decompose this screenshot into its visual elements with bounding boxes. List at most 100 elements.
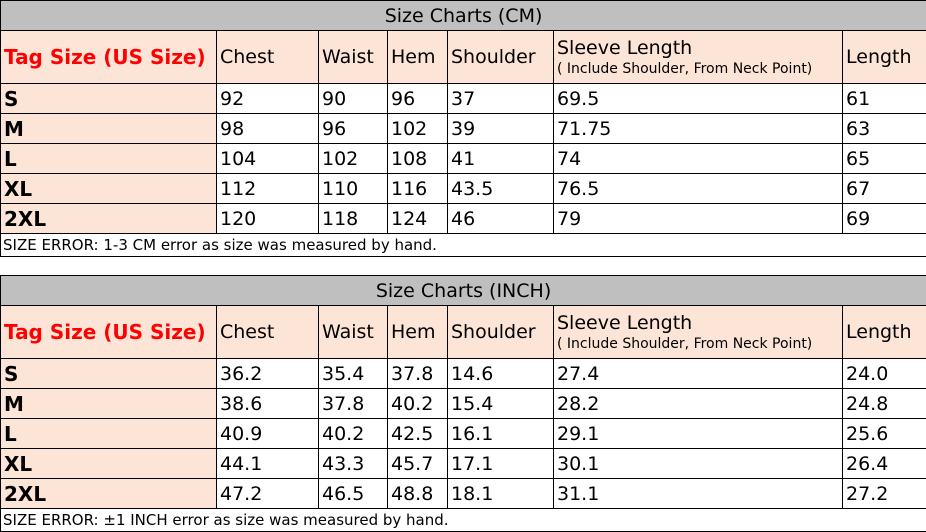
value-cell: 48.8 xyxy=(387,478,448,509)
value-cell: 104 xyxy=(216,143,319,174)
value-cell: 67 xyxy=(841,173,926,204)
size-error-note: SIZE ERROR: ±1 INCH error as size was me… xyxy=(0,508,926,532)
header-sleeve: Sleeve Length ( Include Shoulder, From Ne… xyxy=(553,30,843,84)
header-waist: Waist xyxy=(318,305,388,359)
value-cell: 92 xyxy=(216,83,319,114)
header-row: Tag Size (US Size) Chest Waist Hem Shoulder S… xyxy=(0,30,926,84)
value-cell: 90 xyxy=(318,83,388,114)
value-cell: 98 xyxy=(216,113,319,144)
header-length: Length xyxy=(841,305,926,359)
table-row: XL 44.1 43.3 45.7 17.1 30.1 26.4 xyxy=(0,448,926,479)
value-cell: 40.2 xyxy=(387,388,448,419)
value-cell: 15.4 xyxy=(447,388,554,419)
value-cell: 96 xyxy=(318,113,388,144)
value-cell: 25.6 xyxy=(841,418,926,449)
value-cell: 39 xyxy=(447,113,554,144)
sleeve-note: ( Include Shoulder, From Neck Point) xyxy=(557,336,813,352)
value-cell: 36.2 xyxy=(216,358,319,389)
table-row: S 36.2 35.4 37.8 14.6 27.4 24.0 xyxy=(0,358,926,389)
size-cell: XL xyxy=(0,448,217,479)
value-cell: 108 xyxy=(387,143,448,174)
value-cell: 46 xyxy=(447,203,554,234)
value-cell: 118 xyxy=(318,203,388,234)
header-chest: Chest xyxy=(216,305,319,359)
table-row: XL 112 110 116 43.5 76.5 67 xyxy=(0,173,926,204)
header-hem: Hem xyxy=(387,305,448,359)
size-cell: L xyxy=(0,143,217,174)
value-cell: 120 xyxy=(216,203,319,234)
value-cell: 27.4 xyxy=(553,358,843,389)
value-cell: 47.2 xyxy=(216,478,319,509)
value-cell: 35.4 xyxy=(318,358,388,389)
value-cell: 37.8 xyxy=(387,358,448,389)
size-cell: M xyxy=(0,113,217,144)
size-cell: M xyxy=(0,388,217,419)
value-cell: 116 xyxy=(387,173,448,204)
table-row: L 40.9 40.2 42.5 16.1 29.1 25.6 xyxy=(0,418,926,449)
value-cell: 14.6 xyxy=(447,358,554,389)
value-cell: 43.3 xyxy=(318,448,388,479)
value-cell: 69 xyxy=(841,203,926,234)
sleeve-label: Sleeve Length xyxy=(557,37,693,59)
header-sleeve: Sleeve Length ( Include Shoulder, From Ne… xyxy=(553,305,843,359)
value-cell: 96 xyxy=(387,83,448,114)
table-row: 2XL 47.2 46.5 48.8 18.1 31.1 27.2 xyxy=(0,478,926,509)
table-title: Size Charts (INCH) xyxy=(0,275,926,306)
value-cell: 16.1 xyxy=(447,418,554,449)
value-cell: 124 xyxy=(387,203,448,234)
sleeve-note: ( Include Shoulder, From Neck Point) xyxy=(557,61,813,77)
value-cell: 37.8 xyxy=(318,388,388,419)
header-tag-size: Tag Size (US Size) xyxy=(0,30,217,84)
header-shoulder: Shoulder xyxy=(447,30,554,84)
value-cell: 41 xyxy=(447,143,554,174)
value-cell: 46.5 xyxy=(318,478,388,509)
value-cell: 26.4 xyxy=(841,448,926,479)
size-cell: L xyxy=(0,418,217,449)
value-cell: 27.2 xyxy=(841,478,926,509)
header-row: Tag Size (US Size) Chest Waist Hem Shoulder S… xyxy=(0,305,926,359)
value-cell: 28.2 xyxy=(553,388,843,419)
value-cell: 42.5 xyxy=(387,418,448,449)
value-cell: 61 xyxy=(841,83,926,114)
table-row: 2XL 120 118 124 46 79 69 xyxy=(0,203,926,234)
table-row: M 38.6 37.8 40.2 15.4 28.2 24.8 xyxy=(0,388,926,419)
value-cell: 38.6 xyxy=(216,388,319,419)
value-cell: 110 xyxy=(318,173,388,204)
header-chest: Chest xyxy=(216,30,319,84)
size-error-note: SIZE ERROR: 1-3 CM error as size was mea… xyxy=(0,233,926,257)
value-cell: 24.8 xyxy=(841,388,926,419)
value-cell: 40.2 xyxy=(318,418,388,449)
value-cell: 102 xyxy=(318,143,388,174)
size-cell: XL xyxy=(0,173,217,204)
value-cell: 45.7 xyxy=(387,448,448,479)
value-cell: 31.1 xyxy=(553,478,843,509)
table-row: L 104 102 108 41 74 65 xyxy=(0,143,926,174)
value-cell: 17.1 xyxy=(447,448,554,479)
header-length: Length xyxy=(841,30,926,84)
size-cell: 2XL xyxy=(0,203,217,234)
header-shoulder: Shoulder xyxy=(447,305,554,359)
value-cell: 102 xyxy=(387,113,448,144)
sleeve-label: Sleeve Length xyxy=(557,312,693,334)
table-row: S 92 90 96 37 69.5 61 xyxy=(0,83,926,114)
value-cell: 112 xyxy=(216,173,319,204)
value-cell: 63 xyxy=(841,113,926,144)
header-tag-size: Tag Size (US Size) xyxy=(0,305,217,359)
value-cell: 79 xyxy=(553,203,843,234)
value-cell: 37 xyxy=(447,83,554,114)
size-cell: S xyxy=(0,358,217,389)
header-waist: Waist xyxy=(318,30,388,84)
value-cell: 76.5 xyxy=(553,173,843,204)
value-cell: 71.75 xyxy=(553,113,843,144)
size-chart-table: Size Charts (CM) Tag Size (US Size) Chest W… xyxy=(0,0,926,257)
value-cell: 29.1 xyxy=(553,418,843,449)
value-cell: 44.1 xyxy=(216,448,319,479)
value-cell: 74 xyxy=(553,143,843,174)
size-chart-table: Size Charts (INCH) Tag Size (US Size) Ches… xyxy=(0,275,926,532)
value-cell: 69.5 xyxy=(553,83,843,114)
table-row: M 98 96 102 39 71.75 63 xyxy=(0,113,926,144)
table-title: Size Charts (CM) xyxy=(0,0,926,31)
value-cell: 43.5 xyxy=(447,173,554,204)
size-cell: 2XL xyxy=(0,478,217,509)
value-cell: 40.9 xyxy=(216,418,319,449)
